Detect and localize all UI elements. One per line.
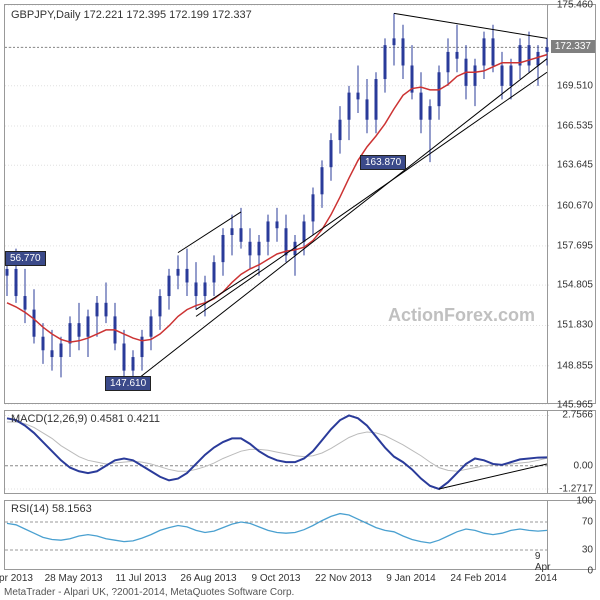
macd-ytick: 0.00 (574, 460, 593, 471)
macd-ytick: 2.7566 (562, 410, 593, 421)
x-axis-labels: 12 Apr 201328 May 201311 Jul 201326 Aug … (4, 572, 548, 586)
xtick-label: 12 Apr 2013 (0, 573, 33, 584)
price-panel: GBPJPY,Daily 172.221 172.395 172.199 172… (4, 4, 596, 404)
price-ytick: 163.645 (557, 160, 593, 171)
price-ytick: 175.460 (557, 0, 593, 11)
xtick-label: 11 Jul 2013 (116, 573, 167, 584)
xtick-label: 22 Nov 2013 (315, 573, 372, 584)
xtick-label: 26 Aug 2013 (180, 573, 236, 584)
rsi-svg (5, 501, 597, 571)
price-ytick: 151.830 (557, 320, 593, 331)
rsi-title: RSI(14) 58.1563 (11, 503, 92, 515)
rsi-ytick: 70 (582, 517, 593, 528)
price-ytick: 160.670 (557, 200, 593, 211)
macd-title: MACD(12,26,9) 0.4581 0.4211 (11, 413, 160, 425)
price-label: 147.610 (105, 376, 151, 391)
xtick-label: 9 Jan 2014 (386, 573, 436, 584)
xtick-label: 24 Feb 2014 (450, 573, 506, 584)
price-ytick: 169.510 (557, 80, 593, 91)
macd-ytick: -1.2717 (559, 484, 593, 495)
price-ytick: 157.695 (557, 240, 593, 251)
price-label: 163.870 (360, 155, 406, 170)
current-price-badge: 172.337 (551, 40, 595, 53)
watermark: ActionForex.com (388, 305, 535, 326)
price-ytick: 166.535 (557, 121, 593, 132)
rsi-panel: RSI(14) 58.1563 10070300 (4, 500, 596, 570)
xtick-label: 28 May 2013 (45, 573, 103, 584)
rsi-ytick: 30 (582, 545, 593, 556)
rsi-ytick: 100 (576, 496, 593, 507)
price-ytick: 145.965 (557, 400, 593, 411)
xtick-label: 9 Oct 2013 (252, 573, 301, 584)
xtick-label: 9 Apr 2014 (535, 551, 557, 584)
rsi-ytick: 0 (587, 566, 593, 577)
price-svg (5, 5, 597, 405)
macd-panel: MACD(12,26,9) 0.4581 0.4211 2.7566 0.00 -1… (4, 410, 596, 494)
price-label: 56.770 (5, 251, 46, 266)
footer-text: MetaTrader - Alpari UK, ?2001-2014, Meta… (4, 587, 294, 598)
price-ytick: 148.855 (557, 360, 593, 371)
chart-title: GBPJPY,Daily 172.221 172.395 172.199 172… (11, 9, 252, 21)
price-ytick: 154.805 (557, 280, 593, 291)
